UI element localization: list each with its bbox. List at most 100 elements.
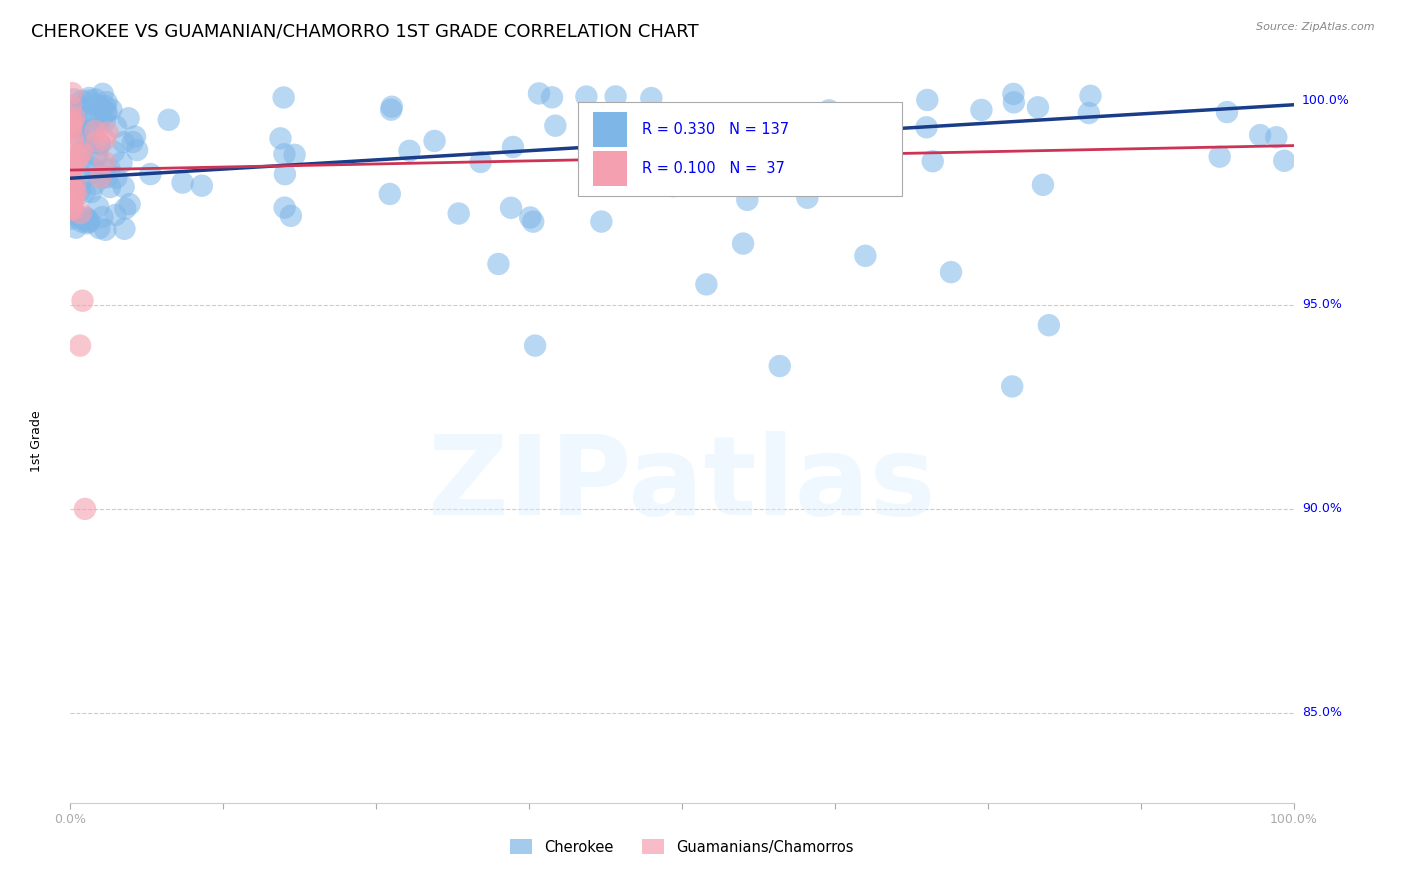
Point [488, 257, 510, 271]
Point [114, 202, 136, 216]
Point [695, 277, 717, 292]
Point [69, 338, 91, 352]
Text: 85.0%: 85.0% [1302, 706, 1341, 720]
Point [105, 170, 128, 185]
Point [524, 338, 547, 352]
Point [65, 220, 87, 235]
Point [65, 186, 87, 200]
Point [541, 90, 564, 104]
Text: CHEROKEE VS GUAMANIAN/CHAMORRO 1ST GRADE CORRELATION CHART: CHEROKEE VS GUAMANIAN/CHAMORRO 1ST GRADE… [31, 22, 699, 40]
Point [60, 136, 83, 150]
Point [60, 154, 83, 169]
Point [69, 131, 91, 145]
Point [69, 184, 91, 198]
Point [69, 154, 91, 169]
Point [124, 129, 146, 144]
Point [280, 209, 302, 223]
Point [62, 199, 84, 213]
Point [640, 91, 662, 105]
Point [110, 155, 132, 169]
Point [73, 185, 96, 199]
Point [80, 112, 103, 127]
Point [79, 133, 101, 147]
Point [63, 190, 86, 204]
Point [157, 112, 180, 127]
Point [67, 117, 90, 131]
Bar [592, 112, 627, 147]
Point [93, 114, 115, 128]
Text: 1st Grade: 1st Grade [30, 410, 42, 473]
Point [104, 208, 127, 222]
Point [100, 103, 122, 117]
Point [105, 120, 128, 134]
Point [90, 170, 112, 185]
Point [112, 180, 135, 194]
Point [855, 249, 877, 263]
Point [60, 202, 83, 217]
Point [69, 107, 91, 121]
Point [67, 101, 90, 115]
Point [91, 210, 114, 224]
Point [172, 176, 194, 190]
Point [83, 177, 105, 191]
Point [76, 216, 98, 230]
Point [90, 170, 112, 185]
Point [1077, 106, 1099, 120]
Point [60, 196, 83, 211]
Point [70, 145, 93, 159]
Point [112, 135, 135, 149]
Point [121, 135, 143, 149]
Point [605, 89, 627, 103]
Point [284, 148, 307, 162]
Point [117, 112, 139, 126]
Point [75, 128, 97, 142]
Point [60, 169, 83, 184]
Point [1272, 153, 1295, 168]
Point [65, 177, 87, 191]
Point [62, 92, 84, 106]
Point [273, 90, 295, 104]
Point [80, 185, 103, 199]
Point [87, 200, 110, 214]
Point [89, 136, 111, 151]
Point [96, 105, 118, 120]
Point [67, 150, 90, 164]
Point [89, 114, 111, 128]
Point [72, 172, 94, 186]
Point [1265, 130, 1288, 145]
Point [63, 111, 86, 125]
Point [60, 204, 83, 219]
Point [89, 136, 111, 151]
Point [605, 178, 627, 193]
Point [96, 125, 118, 139]
Point [737, 193, 759, 207]
FancyBboxPatch shape [578, 102, 903, 196]
Point [94, 163, 117, 178]
Point [62, 183, 84, 197]
Point [84, 92, 107, 106]
Point [118, 197, 141, 211]
Point [114, 221, 136, 235]
Point [939, 265, 962, 279]
Point [499, 201, 522, 215]
Point [65, 120, 87, 134]
Point [86, 148, 108, 162]
Point [970, 103, 993, 117]
Point [60, 121, 83, 136]
Point [84, 124, 107, 138]
Point [1249, 128, 1271, 142]
Point [94, 105, 117, 120]
Point [1208, 150, 1230, 164]
Point [70, 211, 93, 226]
Point [73, 211, 96, 225]
Point [1026, 100, 1049, 114]
Point [423, 134, 446, 148]
Point [62, 160, 84, 174]
Point [380, 103, 402, 117]
Point [544, 119, 567, 133]
Point [63, 120, 86, 135]
Point [67, 120, 90, 134]
Point [69, 206, 91, 220]
Point [62, 202, 84, 217]
Text: 95.0%: 95.0% [1302, 298, 1341, 311]
